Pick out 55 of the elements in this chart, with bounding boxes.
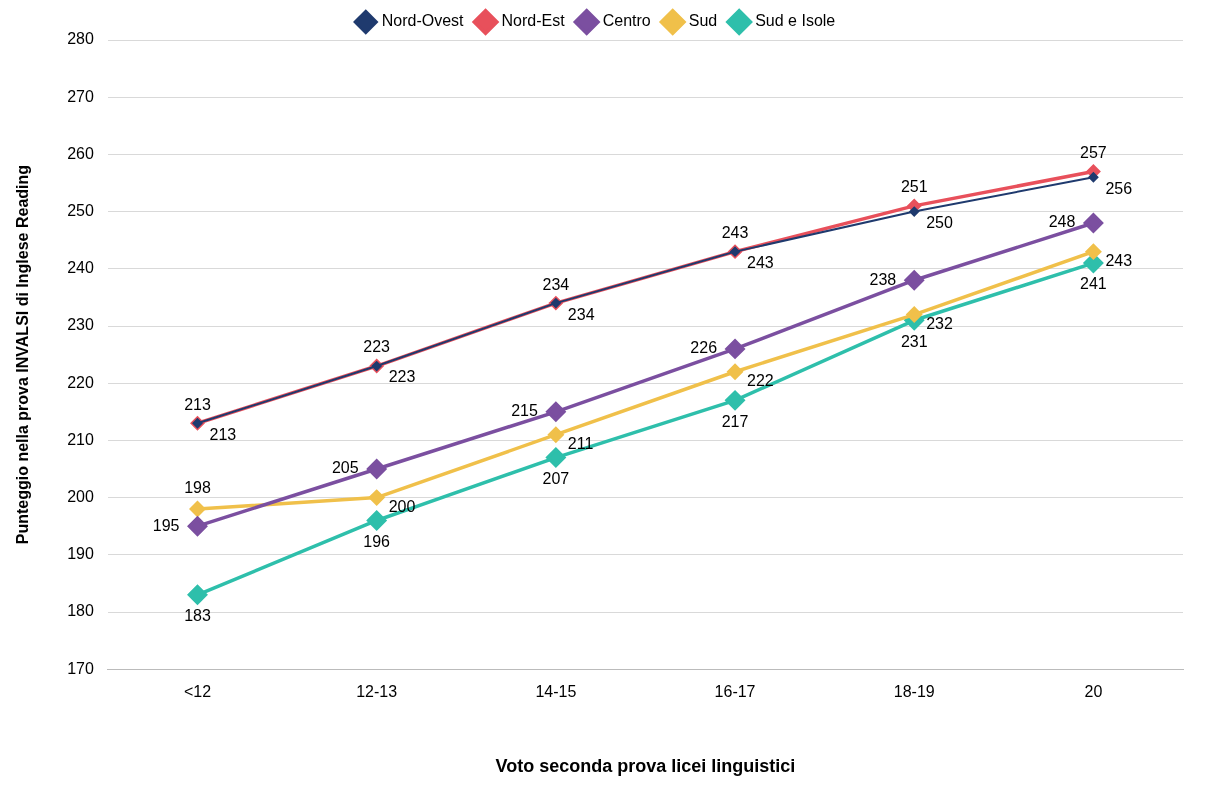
y-tick-label: 260 [67, 144, 94, 162]
data-label: 207 [542, 469, 570, 487]
data-label: 223 [363, 338, 391, 356]
x-tick-label: 14-15 [535, 683, 577, 701]
y-tick-label: 240 [67, 259, 94, 277]
legend-label: Sud [688, 12, 718, 30]
data-label: 232 [926, 314, 954, 332]
y-tick-label: 270 [67, 87, 94, 105]
x-tick-label: 12-13 [356, 683, 398, 701]
data-label: 234 [542, 275, 570, 293]
data-label: 231 [900, 332, 928, 350]
y-tick-label: 220 [67, 373, 94, 391]
data-label: 251 [900, 178, 928, 196]
data-label: 248 [1048, 213, 1076, 231]
data-label: 183 [184, 607, 211, 625]
x-tick-label: 16-17 [714, 683, 756, 701]
x-tick-label: 18-19 [893, 683, 935, 701]
y-tick-label: 190 [67, 545, 94, 563]
data-label: 243 [747, 254, 774, 272]
y-tick-label: 250 [67, 202, 94, 220]
data-label: 213 [209, 425, 237, 443]
data-label: 256 [1105, 179, 1133, 197]
data-label: 195 [152, 516, 180, 534]
data-label: 238 [869, 270, 897, 288]
data-label: 215 [511, 402, 538, 420]
data-label: 196 [363, 532, 391, 550]
data-label: 234 [567, 305, 595, 323]
data-label: 205 [331, 459, 359, 477]
data-label: 257 [1080, 143, 1107, 161]
y-tick-label: 170 [67, 659, 94, 677]
x-axis-title: Voto seconda prova licei linguistici [495, 756, 796, 777]
data-label: 241 [1080, 275, 1107, 293]
data-label: 226 [690, 339, 718, 357]
data-label: 213 [184, 395, 211, 413]
x-tick-label: 20 [1084, 683, 1103, 701]
y-tick-label: 180 [67, 602, 94, 620]
legend-label: Nord-Ovest [381, 12, 465, 30]
data-label: 243 [1105, 252, 1133, 270]
data-label: 243 [721, 224, 749, 242]
y-tick-label: 230 [67, 316, 94, 334]
y-tick-label: 200 [67, 488, 94, 506]
legend-label: Nord-Est [501, 12, 566, 30]
data-label: 250 [926, 214, 954, 232]
data-label: 198 [184, 479, 211, 497]
data-label: 211 [567, 435, 594, 453]
y-axis-title: Punteggio nella prova INVALSI di Inglese Reading [14, 164, 32, 545]
legend-label: Centro [602, 12, 651, 30]
x-tick-label: <12 [183, 683, 212, 701]
y-tick-label: 280 [67, 30, 94, 48]
data-label: 222 [747, 372, 774, 390]
data-label: 200 [388, 498, 416, 516]
data-label: 223 [388, 368, 416, 386]
data-label: 217 [721, 412, 749, 430]
y-tick-label: 210 [67, 430, 94, 448]
legend-label: Sud e Isole [755, 12, 836, 30]
